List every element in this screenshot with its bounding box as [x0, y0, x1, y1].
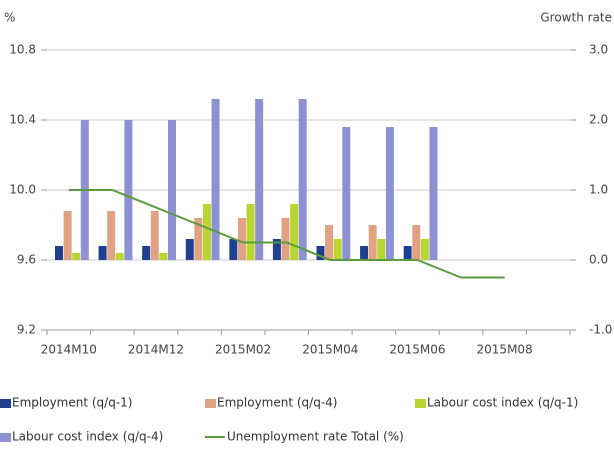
- bar: [72, 253, 81, 260]
- bar: [360, 246, 369, 260]
- bar: [385, 127, 394, 260]
- bar: [150, 211, 159, 260]
- bar: [342, 127, 351, 260]
- bar: [55, 246, 63, 260]
- bar: [333, 239, 342, 260]
- x-tick-label: 2015M08: [477, 343, 533, 357]
- bar: [316, 246, 325, 260]
- y-axis-label: %: [4, 11, 15, 25]
- x-tick-label: 2014M12: [128, 343, 184, 357]
- bar: [107, 211, 116, 260]
- bar: [63, 211, 72, 260]
- bar: [229, 239, 238, 260]
- bar: [211, 99, 220, 260]
- bar: [255, 99, 264, 260]
- y2-tick-label: -1.0: [589, 323, 612, 337]
- x-tick-label: 2015M02: [215, 343, 271, 357]
- bar: [98, 246, 107, 260]
- bar: [115, 253, 124, 260]
- bar: [124, 120, 133, 260]
- bar: [368, 225, 377, 260]
- legend-label: Unemployment rate Total (%): [227, 430, 404, 444]
- y-tick-label: 10.8: [9, 43, 36, 57]
- y2-tick-label: 1.0: [589, 183, 608, 197]
- bar: [281, 218, 290, 260]
- legend-swatch: [0, 399, 11, 408]
- x-tick-label: 2014M10: [41, 343, 97, 357]
- bar: [325, 225, 334, 260]
- bar: [237, 218, 246, 260]
- bar: [272, 239, 281, 260]
- y-tick-label: 9.2: [17, 323, 36, 337]
- legend-swatch: [415, 399, 426, 408]
- y-tick-label: 10.4: [9, 113, 36, 127]
- bar: [420, 239, 429, 260]
- x-tick-label: 2015M04: [302, 343, 358, 357]
- y-tick-label: 9.6: [17, 253, 36, 267]
- bar: [167, 120, 176, 260]
- y2-tick-label: 3.0: [589, 43, 608, 57]
- bar: [202, 204, 211, 260]
- legend-swatch: [0, 433, 11, 442]
- y2-tick-label: 0.0: [589, 253, 608, 267]
- y-tick-label: 10.0: [9, 183, 36, 197]
- bar: [290, 204, 299, 260]
- bar: [159, 253, 168, 260]
- bar: [185, 239, 194, 260]
- x-tick-label: 2015M06: [389, 343, 445, 357]
- bar: [194, 218, 203, 260]
- bar: [298, 99, 307, 260]
- bar: [429, 127, 438, 260]
- legend-swatch: [205, 399, 216, 408]
- legend-label: Employment (q/q-1): [12, 396, 132, 410]
- legend-label: Labour cost index (q/q-4): [12, 430, 163, 444]
- y2-tick-label: 2.0: [589, 113, 608, 127]
- legend-label: Employment (q/q-4): [217, 396, 337, 410]
- y2-axis-label: Growth rate: [540, 11, 612, 25]
- bar: [412, 225, 421, 260]
- line: [68, 189, 505, 279]
- bar: [246, 204, 255, 260]
- bar: [377, 239, 386, 260]
- bar: [403, 246, 412, 260]
- legend-label: Labour cost index (q/q-1): [427, 396, 578, 410]
- bar: [142, 246, 151, 260]
